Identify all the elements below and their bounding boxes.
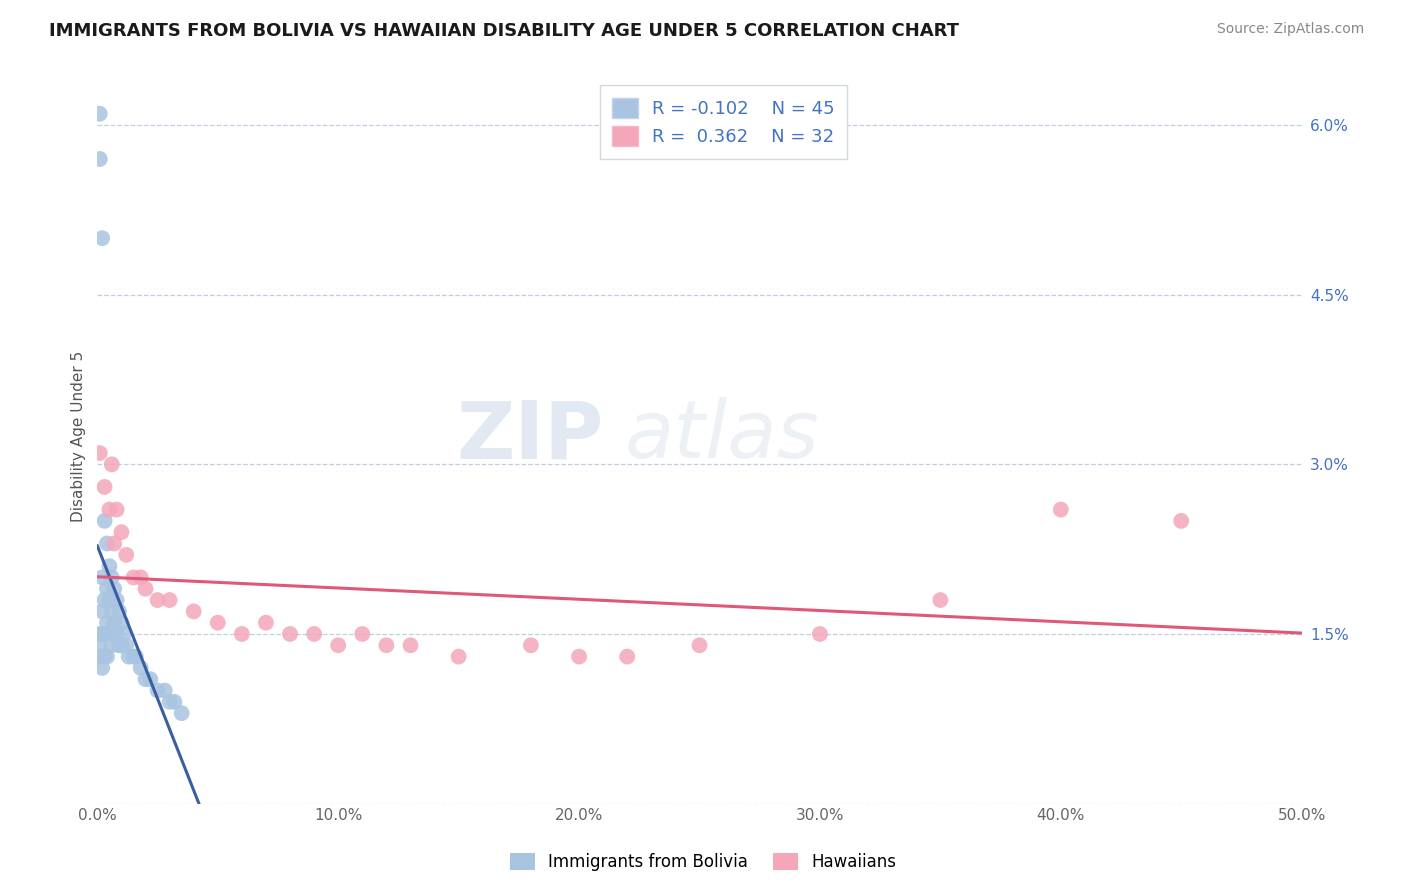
Point	[122, 649, 145, 664]
Point	[93, 627, 115, 641]
Point	[89, 638, 111, 652]
Text: Source: ZipAtlas.com: Source: ZipAtlas.com	[1216, 22, 1364, 37]
Point	[91, 604, 114, 618]
Point	[115, 548, 138, 562]
Point	[110, 638, 132, 652]
Point	[108, 604, 131, 618]
Point	[101, 458, 124, 472]
Point	[159, 593, 181, 607]
Point	[302, 627, 325, 641]
Point	[103, 536, 125, 550]
Point	[96, 582, 118, 596]
Point	[159, 695, 181, 709]
Point	[89, 627, 111, 641]
Legend: Immigrants from Bolivia, Hawaiians: Immigrants from Bolivia, Hawaiians	[502, 845, 904, 880]
Point	[688, 638, 710, 652]
Point	[105, 502, 128, 516]
Point	[153, 683, 176, 698]
Point	[135, 672, 157, 686]
Point	[1049, 502, 1071, 516]
Point	[89, 446, 111, 460]
Point	[129, 661, 152, 675]
Text: atlas: atlas	[626, 397, 820, 475]
Point	[139, 672, 162, 686]
Point	[101, 604, 124, 618]
Point	[98, 593, 121, 607]
Text: ZIP: ZIP	[456, 397, 603, 475]
Point	[91, 231, 114, 245]
Point	[89, 152, 111, 166]
Point	[118, 649, 141, 664]
Point	[103, 615, 125, 630]
Point	[101, 570, 124, 584]
Point	[93, 649, 115, 664]
Point	[808, 627, 831, 641]
Point	[98, 627, 121, 641]
Point	[616, 649, 638, 664]
Point	[115, 638, 138, 652]
Point	[146, 683, 169, 698]
Point	[129, 570, 152, 584]
Point	[183, 604, 205, 618]
Point	[112, 627, 135, 641]
Point	[110, 525, 132, 540]
Point	[328, 638, 350, 652]
Point	[93, 514, 115, 528]
Point	[105, 593, 128, 607]
Point	[352, 627, 374, 641]
Point	[96, 536, 118, 550]
Point	[231, 627, 253, 641]
Point	[110, 615, 132, 630]
Point	[89, 649, 111, 664]
Point	[146, 593, 169, 607]
Point	[96, 615, 118, 630]
Point	[399, 638, 422, 652]
Point	[105, 627, 128, 641]
Text: IMMIGRANTS FROM BOLIVIA VS HAWAIIAN DISABILITY AGE UNDER 5 CORRELATION CHART: IMMIGRANTS FROM BOLIVIA VS HAWAIIAN DISA…	[49, 22, 959, 40]
Point	[568, 649, 591, 664]
Point	[125, 649, 148, 664]
Point	[929, 593, 952, 607]
Point	[122, 570, 145, 584]
Point	[163, 695, 186, 709]
Point	[101, 638, 124, 652]
Point	[375, 638, 398, 652]
Point	[93, 480, 115, 494]
Point	[207, 615, 229, 630]
Point	[91, 627, 114, 641]
Point	[98, 502, 121, 516]
Point	[170, 706, 193, 720]
Point	[98, 559, 121, 574]
Point	[135, 582, 157, 596]
Point	[91, 661, 114, 675]
Point	[108, 638, 131, 652]
Y-axis label: Disability Age Under 5: Disability Age Under 5	[72, 351, 86, 522]
Point	[93, 593, 115, 607]
Point	[89, 107, 111, 121]
Point	[278, 627, 301, 641]
Point	[447, 649, 470, 664]
Legend: R = -0.102    N = 45, R =  0.362    N = 32: R = -0.102 N = 45, R = 0.362 N = 32	[600, 85, 848, 159]
Point	[103, 582, 125, 596]
Point	[1170, 514, 1192, 528]
Point	[91, 570, 114, 584]
Point	[254, 615, 277, 630]
Point	[96, 649, 118, 664]
Point	[520, 638, 543, 652]
